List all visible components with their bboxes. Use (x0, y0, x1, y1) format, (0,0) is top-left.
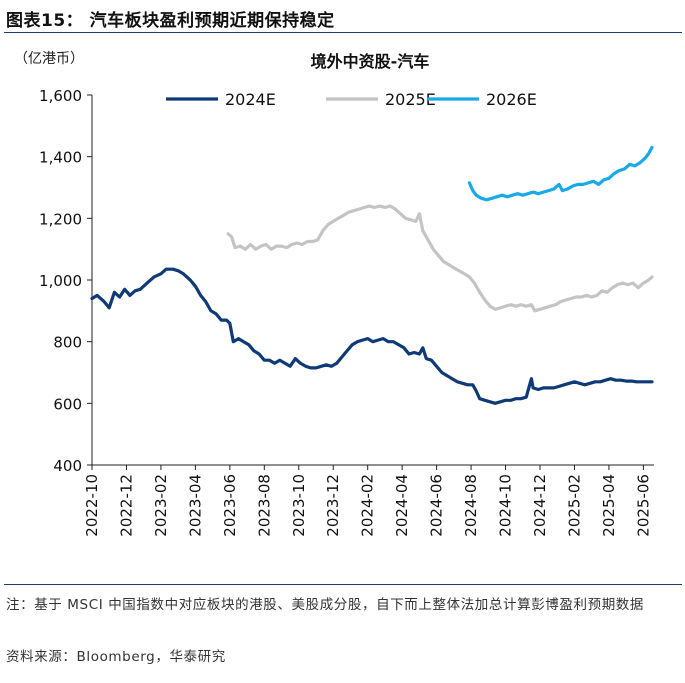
figure-footer: 注：基于 MSCI 中国指数中对应板块的港股、美股成分股，自下而上整体法加总计算… (4, 584, 682, 665)
x-tick-label: 2024-10 (497, 474, 515, 537)
legend-label-2025e: 2025E (385, 90, 436, 109)
legend: 2024E 2025E 2026E (166, 90, 537, 109)
x-tick-label: 2023-08 (255, 474, 273, 537)
y-tick-label: 400 (53, 457, 82, 475)
x-tick-label: 2025-02 (565, 474, 583, 537)
y-axis: 400 600 800 1,000 1,200 1,400 1,600 (39, 87, 93, 475)
y-tick-label: 600 (53, 395, 82, 413)
y-tick-label: 1,600 (39, 87, 82, 105)
legend-label-2026e: 2026E (486, 90, 537, 109)
x-tick-label: 2023-10 (290, 474, 308, 537)
x-tick-label: 2022-12 (117, 474, 135, 537)
figure-note: 注：基于 MSCI 中国指数中对应板块的港股、美股成分股，自下而上整体法加总计算… (6, 597, 645, 613)
y-tick-label: 800 (53, 334, 82, 352)
x-axis: 2022-10 2022-12 2023-02 2023-04 2023-06 2023-… (83, 464, 654, 537)
line-chart: 境外中资股-汽车 2024E 2025E 2026E 400 600 800 1,000 1… (39, 52, 654, 537)
x-tick-label: 2024-02 (359, 474, 377, 537)
x-tick-label: 2024-08 (462, 474, 480, 537)
series-line-2026e (467, 145, 654, 202)
y-unit-label: （亿港币） (14, 51, 84, 67)
x-tick-label: 2025-06 (634, 474, 652, 537)
x-tick-label: 2023-04 (186, 474, 204, 537)
series-line-2024e (90, 267, 654, 405)
figure-header: 图表15： 汽车板块盈利预期近期保持稳定 (4, 2, 682, 33)
legend-label-2024e: 2024E (225, 90, 276, 109)
y-tick-label: 1,000 (39, 272, 82, 290)
y-tick-label: 1,400 (39, 149, 82, 167)
chart-title: 境外中资股-汽车 (311, 52, 430, 71)
y-tick-label: 1,200 (39, 210, 82, 228)
x-tick-label: 2024-12 (531, 474, 549, 537)
series-group (90, 145, 654, 405)
x-tick-label: 2023-12 (324, 474, 342, 537)
x-tick-label: 2024-06 (428, 474, 446, 537)
x-tick-label: 2024-04 (393, 474, 411, 537)
x-tick-label: 2022-10 (83, 474, 101, 537)
x-tick-label: 2025-04 (600, 474, 618, 537)
x-tick-label: 2023-02 (152, 474, 170, 537)
figure-title: 图表15： 汽车板块盈利预期近期保持稳定 (6, 11, 335, 31)
figure-source: 资料来源：Bloomberg，华泰研究 (6, 649, 226, 665)
series-line-2025e (226, 204, 654, 313)
x-tick-label: 2023-06 (221, 474, 239, 537)
